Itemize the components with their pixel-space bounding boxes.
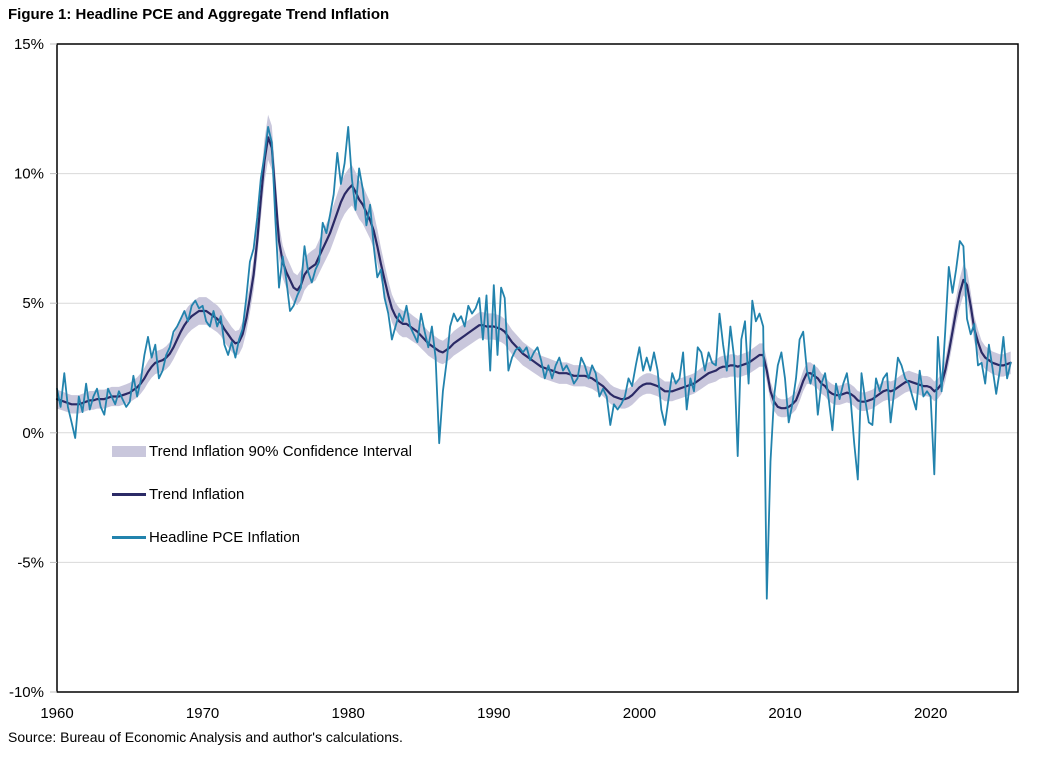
legend-label-confidence-interval: Trend Inflation 90% Confidence Interval xyxy=(149,443,412,460)
ci-band xyxy=(57,114,1011,418)
headline-line xyxy=(56,126,1012,600)
x-tick-label: 2010 xyxy=(768,705,801,722)
y-tick-label: 0% xyxy=(22,425,44,442)
y-tick-label: 5% xyxy=(22,295,44,312)
y-tick-label: 15% xyxy=(14,36,44,53)
x-tick-label: 2020 xyxy=(914,705,947,722)
x-tick-label: 1960 xyxy=(40,705,73,722)
x-tick-label: 1990 xyxy=(477,705,510,722)
y-tick-label: -10% xyxy=(9,684,44,701)
legend-item-confidence-interval: Trend Inflation 90% Confidence Interval xyxy=(112,440,412,463)
legend: Trend Inflation 90% Confidence Interval … xyxy=(112,440,412,549)
figure-title: Figure 1: Headline PCE and Aggregate Tre… xyxy=(8,6,390,23)
y-tick-label: 10% xyxy=(14,166,44,183)
x-tick-label: 1970 xyxy=(186,705,219,722)
legend-label-trend-inflation: Trend Inflation xyxy=(149,486,245,503)
headline-line-swatch xyxy=(112,536,146,539)
y-tick-label: -5% xyxy=(17,554,44,571)
legend-item-trend-inflation: Trend Inflation xyxy=(112,483,412,506)
legend-item-headline-pce: Headline PCE Inflation xyxy=(112,526,412,549)
ci-band-swatch xyxy=(112,446,146,457)
plot-border xyxy=(56,43,1019,693)
x-tick-label: 1980 xyxy=(332,705,365,722)
legend-label-headline-pce: Headline PCE Inflation xyxy=(149,529,300,546)
source-note: Source: Bureau of Economic Analysis and … xyxy=(8,729,403,745)
x-tick-label: 2000 xyxy=(623,705,656,722)
trend-line-swatch xyxy=(112,493,146,496)
